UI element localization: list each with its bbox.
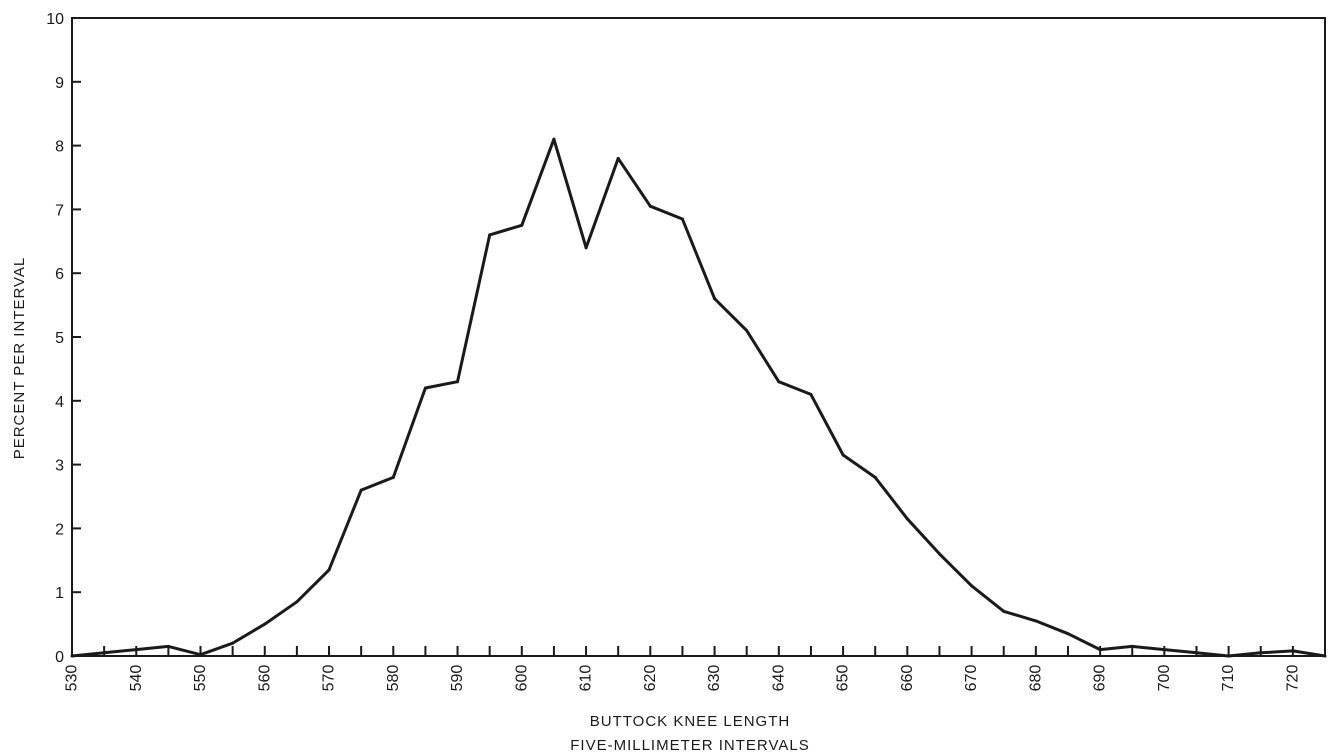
data-point xyxy=(520,223,524,227)
x-tick-label: 710 xyxy=(1220,665,1237,692)
x-tick-label: 640 xyxy=(770,665,787,692)
data-point xyxy=(1227,654,1231,658)
y-axis-title: PERCENT PER INTERVAL xyxy=(11,257,28,460)
x-tick-label: 530 xyxy=(64,665,81,692)
x-tick-label: 720 xyxy=(1284,665,1301,692)
data-point xyxy=(1002,609,1006,613)
x-axis-ticks: 530 540 550 560 570 580 590 600 610 620 630 640 650 6… xyxy=(64,646,1301,692)
data-point xyxy=(713,297,717,301)
x-axis-subtitle: FIVE-MILLIMETER INTERVALS xyxy=(570,737,810,754)
x-tick-label: 630 xyxy=(706,665,723,692)
data-point xyxy=(873,475,877,479)
x-tick-label: 690 xyxy=(1092,665,1109,692)
data-point xyxy=(841,453,845,457)
x-tick-label: 650 xyxy=(835,665,852,692)
y-tick-label: 2 xyxy=(55,521,64,538)
data-point xyxy=(1259,651,1263,655)
data-point xyxy=(166,644,170,648)
data-point xyxy=(680,217,684,221)
y-tick-label: 10 xyxy=(46,11,64,28)
series-line xyxy=(71,137,1326,658)
data-point xyxy=(263,622,267,626)
x-tick-label: 600 xyxy=(513,665,530,692)
data-point xyxy=(970,584,974,588)
data-point xyxy=(1195,651,1198,655)
x-tick-label: 560 xyxy=(256,665,273,692)
data-point xyxy=(456,380,459,384)
data-point xyxy=(488,233,492,237)
y-tick-label: 1 xyxy=(55,585,64,602)
data-point xyxy=(1162,648,1166,652)
y-tick-label: 4 xyxy=(55,394,64,411)
x-tick-label: 570 xyxy=(321,665,338,692)
data-point xyxy=(1130,644,1134,648)
data-point xyxy=(295,600,299,604)
y-axis-ticks: 0 1 2 3 4 5 6 7 8 9 10 xyxy=(46,11,81,666)
data-point xyxy=(231,641,235,645)
data-point xyxy=(905,517,909,521)
y-tick-label: 8 xyxy=(55,139,64,156)
x-tick-label: 540 xyxy=(128,665,145,692)
data-point xyxy=(1323,654,1327,658)
x-tick-label: 620 xyxy=(642,665,659,692)
x-tick-label: 550 xyxy=(192,665,209,692)
data-point xyxy=(70,654,74,658)
data-point xyxy=(616,156,620,160)
y-tick-label: 9 xyxy=(55,75,64,92)
data-point xyxy=(327,568,331,572)
x-tick-label: 700 xyxy=(1156,665,1173,692)
data-point xyxy=(777,380,781,384)
data-point xyxy=(102,651,106,655)
y-tick-label: 6 xyxy=(55,266,64,283)
data-point xyxy=(391,475,395,479)
x-tick-label: 660 xyxy=(899,665,916,692)
data-point xyxy=(745,329,749,333)
y-tick-label: 5 xyxy=(55,330,64,347)
x-tick-label: 670 xyxy=(963,665,980,692)
data-point xyxy=(423,386,427,390)
y-tick-label: 0 xyxy=(55,649,64,666)
data-point xyxy=(1291,649,1295,653)
data-point xyxy=(1066,632,1070,636)
data-point xyxy=(1098,648,1102,652)
x-tick-label: 590 xyxy=(449,665,466,692)
x-tick-label: 610 xyxy=(578,665,595,692)
y-tick-label: 7 xyxy=(55,202,64,219)
data-point xyxy=(552,137,556,141)
x-axis-title: BUTTOCK KNEE LENGTH xyxy=(590,713,790,730)
plot-frame xyxy=(71,17,1326,657)
data-points xyxy=(70,137,1327,658)
data-point xyxy=(1034,619,1038,623)
data-point xyxy=(199,653,202,657)
data-point xyxy=(584,246,588,250)
data-point xyxy=(359,488,363,492)
y-tick-label: 3 xyxy=(55,458,64,475)
x-tick-label: 680 xyxy=(1027,665,1044,692)
data-point xyxy=(809,392,813,396)
x-tick-label: 580 xyxy=(385,665,402,692)
data-point xyxy=(134,648,138,652)
data-point xyxy=(648,204,652,208)
data-point xyxy=(938,552,941,556)
